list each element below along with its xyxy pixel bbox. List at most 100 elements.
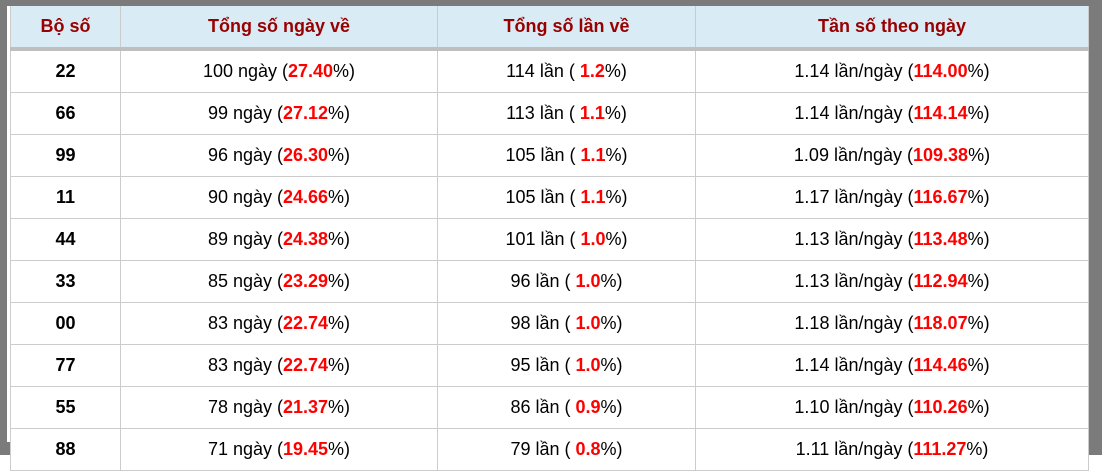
times-suffix: %): [605, 187, 628, 207]
frequency-percent: 118.07: [913, 313, 968, 333]
frequency-suffix: %): [967, 271, 990, 291]
times-text: 101 lần (: [505, 229, 581, 249]
times-suffix: %): [605, 145, 628, 165]
times-percent: 0.8: [575, 439, 601, 459]
pair-number: 44: [55, 229, 76, 249]
frequency-text: 1.14 lần/ngày (: [794, 355, 914, 375]
frequency-percent: 116.67: [913, 187, 968, 207]
frequency-percent: 113.48: [913, 229, 968, 249]
frequency-text: 1.10 lần/ngày (: [794, 397, 914, 417]
frequency-text: 1.14 lần/ngày (: [794, 103, 914, 123]
days-text: 83 ngày (: [207, 313, 283, 333]
times-suffix: %): [605, 229, 628, 249]
frequency-text: 1.18 lần/ngày (: [794, 313, 914, 333]
frequency-cell: 1.14 lần/ngày (114.46%): [695, 344, 1089, 387]
frequency-text: 1.13 lần/ngày (: [794, 229, 914, 249]
times-percent: 0.9: [575, 397, 601, 417]
frequency-cell: 1.14 lần/ngày (114.00%): [695, 48, 1089, 93]
pair-statistics-table: Bộ số Tổng số ngày về Tổng số lần về Tần…: [10, 6, 1089, 471]
days-percent: 22.74: [283, 355, 329, 375]
days-percent: 26.30: [283, 145, 329, 165]
times-text: 114 lần (: [506, 61, 580, 81]
days-suffix: %): [328, 103, 351, 123]
pair-number-cell: 77: [10, 344, 121, 387]
pair-number-cell: 99: [10, 134, 121, 177]
frequency-cell: 1.11 lần/ngày (111.27%): [695, 428, 1089, 471]
times-percent: 1.2: [579, 61, 605, 81]
total-days-cell: 71 ngày (19.45%): [120, 428, 438, 471]
pair-number: 99: [55, 145, 76, 165]
table-row: 66 99 ngày (27.12%) 113 lần ( 1.1%) 1.14…: [10, 92, 1089, 135]
frequency-percent: 112.94: [913, 271, 968, 291]
total-times-cell: 101 lần ( 1.0%): [437, 218, 696, 261]
frequency-cell: 1.17 lần/ngày (116.67%): [695, 176, 1089, 219]
times-suffix: %): [604, 61, 627, 81]
col-header-total-days: Tổng số ngày về: [120, 6, 438, 51]
pair-number: 11: [55, 187, 76, 207]
frequency-cell: 1.18 lần/ngày (118.07%): [695, 302, 1089, 345]
pair-number-cell: 22: [10, 48, 121, 93]
table-header: Bộ số Tổng số ngày về Tổng số lần về Tần…: [10, 6, 1089, 51]
total-times-cell: 105 lần ( 1.1%): [437, 134, 696, 177]
col-header-pair: Bộ số: [10, 6, 121, 51]
days-suffix: %): [328, 313, 351, 333]
times-text: 105 lần (: [505, 145, 581, 165]
times-text: 96 lần (: [510, 271, 576, 291]
frequency-suffix: %): [966, 439, 989, 459]
times-percent: 1.0: [575, 313, 601, 333]
days-suffix: %): [328, 145, 351, 165]
days-suffix: %): [328, 271, 351, 291]
days-suffix: %): [328, 439, 351, 459]
days-percent: 24.66: [283, 187, 329, 207]
frequency-cell: 1.13 lần/ngày (112.94%): [695, 260, 1089, 303]
times-percent: 1.0: [575, 355, 601, 375]
times-suffix: %): [600, 355, 623, 375]
frequency-text: 1.09 lần/ngày (: [793, 145, 914, 165]
times-percent: 1.1: [580, 187, 606, 207]
frequency-suffix: %): [967, 355, 990, 375]
frame-top-bar: [0, 0, 1102, 6]
pair-number: 77: [55, 355, 76, 375]
frequency-text: 1.13 lần/ngày (: [794, 271, 914, 291]
total-days-cell: 89 ngày (24.38%): [120, 218, 438, 261]
table-body: 22 100 ngày (27.40%) 114 lần ( 1.2%) 1.1…: [10, 48, 1089, 471]
times-suffix: %): [600, 271, 623, 291]
frequency-percent: 109.38: [913, 145, 969, 165]
times-percent: 1.0: [575, 271, 601, 291]
table-row: 99 96 ngày (26.30%) 105 lần ( 1.1%) 1.09…: [10, 134, 1089, 177]
col-header-frequency-per-day: Tần số theo ngày: [695, 6, 1089, 51]
pair-number-cell: 66: [10, 92, 121, 135]
table-row: 44 89 ngày (24.38%) 101 lần ( 1.0%) 1.13…: [10, 218, 1089, 261]
times-text: 105 lần (: [505, 187, 581, 207]
days-suffix: %): [328, 355, 351, 375]
pair-number-cell: 11: [10, 176, 121, 219]
times-text: 86 lần (: [510, 397, 576, 417]
frequency-percent: 110.26: [913, 397, 968, 417]
frequency-cell: 1.13 lần/ngày (113.48%): [695, 218, 1089, 261]
table-row: 22 100 ngày (27.40%) 114 lần ( 1.2%) 1.1…: [10, 48, 1089, 93]
frequency-suffix: %): [968, 145, 991, 165]
days-text: 83 ngày (: [207, 355, 283, 375]
frequency-suffix: %): [967, 61, 990, 81]
frame-right-bar: [1088, 0, 1102, 455]
pair-number: 88: [55, 439, 76, 459]
table-row: 77 83 ngày (22.74%) 95 lần ( 1.0%) 1.14 …: [10, 344, 1089, 387]
days-percent: 24.38: [283, 229, 329, 249]
times-text: 79 lần (: [510, 439, 576, 459]
frequency-percent: 114.46: [913, 355, 968, 375]
total-days-cell: 78 ngày (21.37%): [120, 386, 438, 429]
pair-number-cell: 00: [10, 302, 121, 345]
table-row: 33 85 ngày (23.29%) 96 lần ( 1.0%) 1.13 …: [10, 260, 1089, 303]
total-days-cell: 83 ngày (22.74%): [120, 302, 438, 345]
total-times-cell: 86 lần ( 0.9%): [437, 386, 696, 429]
frequency-percent: 114.14: [913, 103, 968, 123]
frequency-text: 1.14 lần/ngày (: [794, 61, 914, 81]
pair-number-cell: 88: [10, 428, 121, 471]
total-times-cell: 105 lần ( 1.1%): [437, 176, 696, 219]
pair-number: 22: [55, 61, 76, 81]
times-percent: 1.1: [579, 103, 605, 123]
days-text: 90 ngày (: [207, 187, 283, 207]
days-percent: 27.12: [283, 103, 329, 123]
pair-number: 55: [55, 397, 76, 417]
days-suffix: %): [328, 187, 351, 207]
